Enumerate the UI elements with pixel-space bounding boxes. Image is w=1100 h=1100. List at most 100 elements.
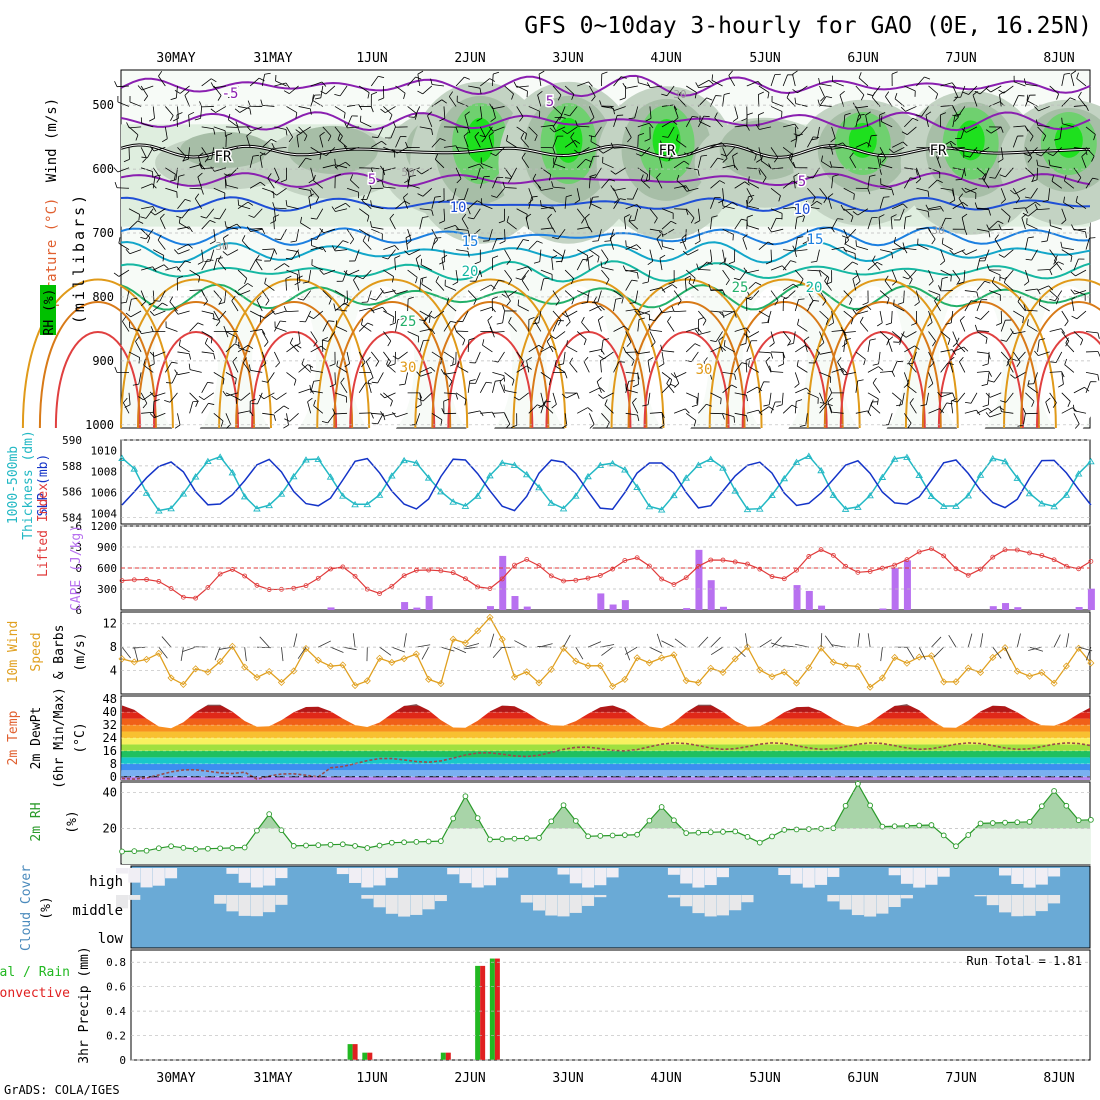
wind-speed-marker: [658, 654, 666, 662]
wind-barb-flag: [733, 164, 738, 171]
wind-barb: [747, 205, 760, 210]
wind-barb: [566, 392, 578, 399]
wind-barb: [532, 178, 542, 189]
wind-barb: [905, 331, 917, 338]
wind-barb: [698, 85, 711, 89]
wind-barb-flag: [332, 408, 336, 415]
wind-speed-marker: [731, 655, 739, 663]
surface-barb: [440, 646, 455, 652]
wind-barb: [152, 302, 163, 312]
thickness-line-marker: [572, 492, 580, 499]
wind-barb-flag: [708, 79, 714, 85]
wind-barb-flag: [506, 300, 511, 306]
wind-barb: [1052, 147, 1063, 156]
wind-barb-flag: [826, 403, 833, 406]
wind-barb-flag: [939, 408, 945, 414]
wind-barb-flag: [114, 181, 118, 188]
wind-barb-flag: [1085, 149, 1088, 156]
wind-barb: [887, 340, 893, 353]
wind-barb: [407, 176, 411, 189]
wind-barb: [510, 167, 517, 179]
cloud-middle-block: [827, 895, 840, 902]
wind-barb-flag: [632, 397, 637, 403]
surface-barb: [293, 633, 298, 648]
rh-marker: [401, 839, 407, 846]
wind-barb: [710, 310, 723, 313]
wind-barb: [1073, 258, 1079, 271]
wind-barb-flag: [152, 206, 157, 212]
wind-barb: [249, 181, 261, 189]
wind-barb-flag: [1085, 231, 1087, 238]
thickness-line-marker: [719, 464, 727, 471]
wind-barb: [140, 183, 153, 189]
wind-barb-flag: [613, 198, 619, 204]
cloud-high-block: [1011, 868, 1024, 884]
wind-barb-flag: [745, 327, 751, 333]
wind-barb-flag: [455, 127, 459, 133]
rh-marker: [1014, 819, 1021, 826]
wind-barb-flag: [794, 383, 800, 388]
wind-barb: [747, 225, 760, 230]
wind-barb: [504, 372, 515, 381]
wind-barb-flag: [161, 138, 168, 143]
wind-barb: [408, 167, 420, 173]
wind-barb-flag: [866, 305, 872, 310]
thickness-line-marker: [866, 491, 874, 499]
wind-barb-flag: [446, 297, 450, 304]
wind-barb: [358, 382, 367, 394]
wind-barb: [347, 126, 360, 129]
precip-panel: 0.80.60.40.20 Run Total = 1.81 Total / R…: [0, 946, 1091, 1067]
wind-barb: [250, 369, 263, 373]
wind-barb-flag: [907, 422, 912, 429]
lifted-index-marker: [622, 558, 628, 563]
cloud-high-block: [925, 868, 938, 885]
wind-barb: [942, 243, 953, 250]
wind-barb-flag: [148, 363, 155, 367]
wind-barb: [1003, 85, 1014, 94]
cloud-high-block: [680, 868, 693, 884]
wind-barb-flag: [537, 404, 543, 408]
wind-barb-flag: [974, 90, 981, 95]
wind-barb: [298, 388, 311, 394]
wind-barb: [625, 269, 638, 272]
wind-barb-flag: [796, 360, 799, 367]
wind-barb: [197, 176, 203, 189]
wind-barb: [990, 85, 1002, 93]
wind-barb-flag: [622, 82, 627, 89]
wind-barb: [201, 351, 214, 354]
wind-barb-flag: [252, 154, 259, 157]
wind-barb: [993, 372, 1002, 383]
wind-barb: [570, 137, 578, 148]
contour-label: 20: [462, 264, 479, 280]
wind-barb: [758, 147, 762, 160]
wind-barb-flag: [1000, 199, 1006, 204]
wind-barb: [249, 77, 260, 87]
ylabel-speed: Speed: [29, 632, 44, 671]
wind-tick: 4: [110, 664, 117, 678]
wind-barb: [928, 167, 940, 173]
wind-barb: [666, 383, 675, 394]
wind-barb: [637, 310, 650, 315]
wind-barb-flag: [496, 322, 503, 325]
wind-barb-flag: [297, 275, 303, 279]
wind-barb: [467, 339, 470, 352]
wind-barb-flag: [1069, 97, 1076, 101]
wind-barb: [238, 290, 251, 296]
wind-barb-flag: [138, 357, 141, 364]
wind-barb: [746, 188, 753, 200]
wind-barb-flag: [982, 173, 987, 179]
warm-arch: [643, 331, 730, 429]
surface-barb: [1004, 646, 1012, 661]
wind-barb: [481, 163, 493, 169]
wind-speed-marker: [878, 674, 886, 682]
thickness-line-marker: [1013, 474, 1022, 481]
wind-barb-flag: [629, 301, 636, 304]
wind-barb-flag: [719, 311, 725, 317]
wind-barb-flag: [681, 234, 687, 239]
surface-barb: [318, 640, 331, 648]
rh-marker: [1051, 788, 1057, 794]
wind-barb: [140, 392, 148, 404]
temp-tick: 8: [110, 757, 117, 771]
wind-barb: [758, 167, 767, 178]
